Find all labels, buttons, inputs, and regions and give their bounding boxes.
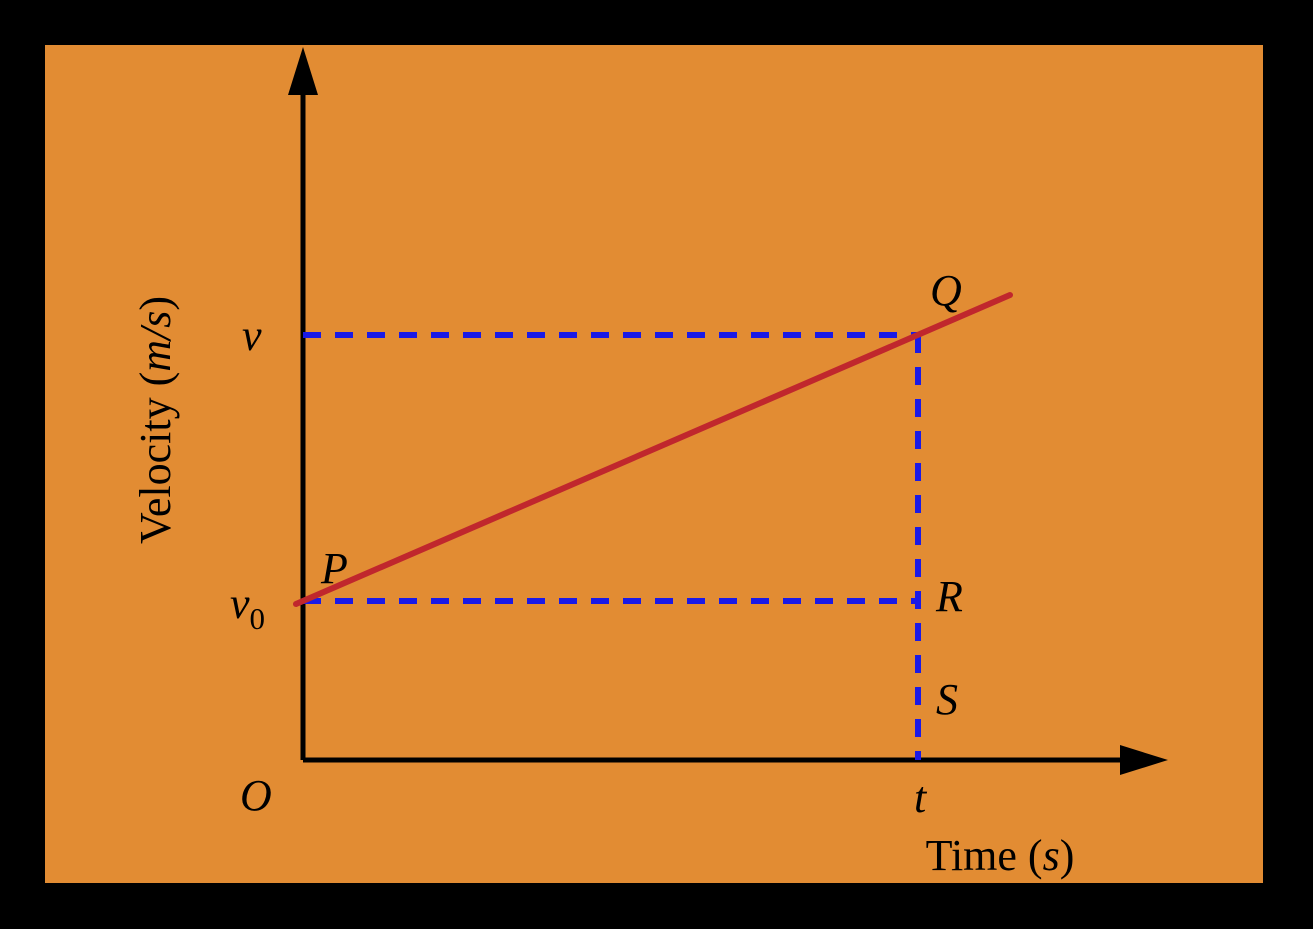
point-label-S: S <box>936 675 958 724</box>
point-label-P: P <box>320 544 348 593</box>
panel-background <box>45 45 1263 883</box>
origin-label: O <box>240 771 272 820</box>
point-label-Q: Q <box>930 266 962 315</box>
x-axis-label: Time (s) <box>926 831 1075 880</box>
chart-panel: PQRS Velocity (m/s) Time (s) O v v0 t <box>45 45 1263 883</box>
point-label-R: R <box>935 572 963 621</box>
y-axis-label: Velocity (m/s) <box>131 296 180 544</box>
t-label: t <box>914 773 928 822</box>
velocity-time-chart: PQRS Velocity (m/s) Time (s) O v v0 t <box>0 0 1313 929</box>
v-label: v <box>242 311 262 360</box>
